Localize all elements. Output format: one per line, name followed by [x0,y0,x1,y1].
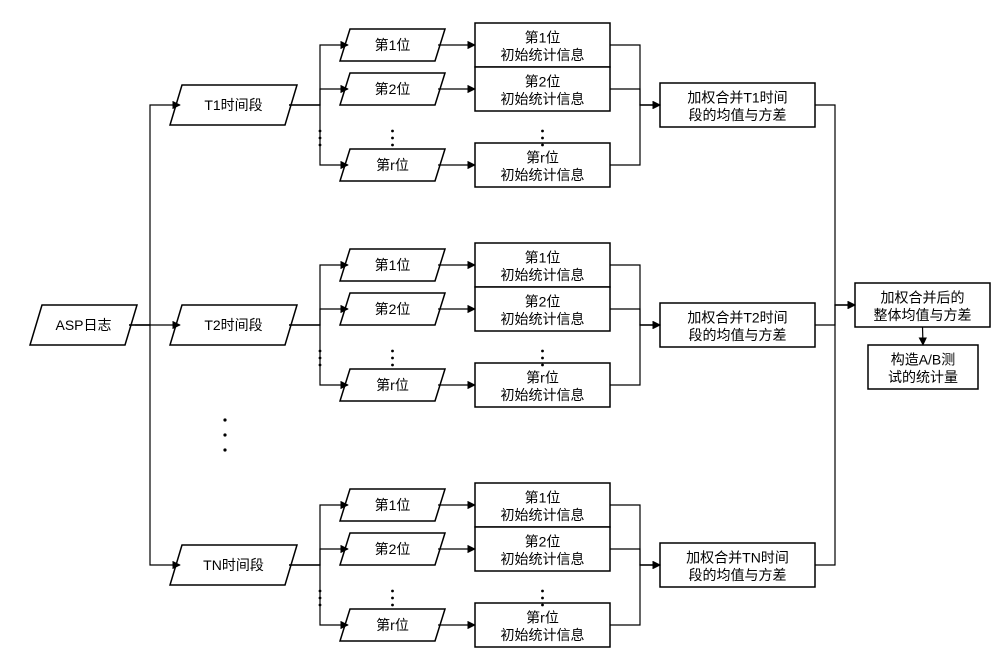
merge-label-T2: 加权合并T2时间段的均值与方差 [687,309,787,343]
vertical-ellipsis [541,350,544,353]
vertical-ellipsis [391,590,394,593]
vertical-ellipsis [391,137,394,140]
vertical-ellipsis [541,597,544,600]
vertical-ellipsis [319,604,322,607]
vertical-ellipsis [391,604,394,607]
vertical-ellipsis [391,350,394,353]
vertical-ellipsis [319,590,322,593]
vertical-ellipsis [541,357,544,360]
merge-label-TN: 加权合并TN时间段的均值与方差 [686,549,789,583]
vertical-ellipsis [391,144,394,147]
vertical-ellipsis [223,433,226,436]
vertical-ellipsis [541,144,544,147]
vertical-ellipsis [319,130,322,133]
asp-log-label: ASP日志 [55,317,111,333]
construct-stat-label: 构造A/B测试的统计量 [888,351,958,385]
position-label: 第2位 [375,301,411,317]
vertical-ellipsis [391,364,394,367]
position-label: 第2位 [375,81,411,97]
position-label: 第2位 [375,541,411,557]
overall-merge-label: 加权合并后的整体均值与方差 [874,289,972,323]
vertical-ellipsis [391,357,394,360]
vertical-ellipsis [319,364,322,367]
vertical-ellipsis [319,350,322,353]
vertical-ellipsis [319,144,322,147]
vertical-ellipsis [319,357,322,360]
vertical-ellipsis [223,418,226,421]
position-label: 第1位 [375,497,411,513]
vertical-ellipsis [223,448,226,451]
time-period-label-T1: T1时间段 [204,97,262,113]
vertical-ellipsis [541,137,544,140]
vertical-ellipsis [541,364,544,367]
time-period-label-T2: T2时间段 [204,317,262,333]
position-label: 第1位 [375,257,411,273]
position-label: 第1位 [375,37,411,53]
merge-label-T1: 加权合并T1时间段的均值与方差 [687,89,787,123]
vertical-ellipsis [391,130,394,133]
vertical-ellipsis [541,604,544,607]
position-label: 第r位 [376,157,409,173]
position-label: 第r位 [376,377,409,393]
position-label: 第r位 [376,617,409,633]
vertical-ellipsis [391,597,394,600]
vertical-ellipsis [541,130,544,133]
time-period-label-TN: TN时间段 [203,557,264,573]
vertical-ellipsis [319,137,322,140]
vertical-ellipsis [319,597,322,600]
vertical-ellipsis [541,590,544,593]
